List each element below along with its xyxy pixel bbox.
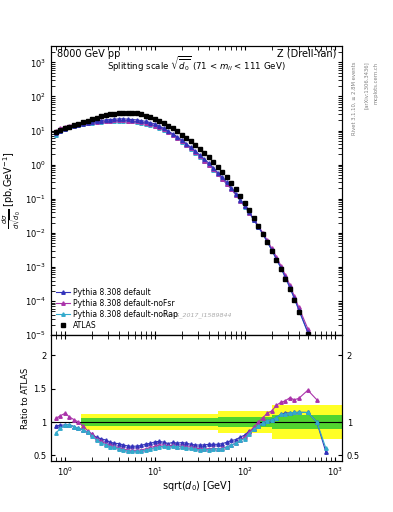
- Legend: Pythia 8.308 default, Pythia 8.308 default-noFsr, Pythia 8.308 default-noRap, AT: Pythia 8.308 default, Pythia 8.308 defau…: [55, 287, 180, 331]
- Pythia 8.308 default: [117, 116, 121, 122]
- ATLAS: [305, 331, 310, 337]
- Pythia 8.308 default-noRap: [121, 118, 126, 124]
- Pythia 8.308 default: [229, 185, 234, 191]
- Line: Pythia 8.308 default-noFsr: Pythia 8.308 default-noFsr: [54, 119, 319, 360]
- Pythia 8.308 default-noFsr: [67, 122, 72, 129]
- Pythia 8.308 default-noFsr: [233, 192, 238, 198]
- ATLAS: [229, 180, 234, 186]
- Pythia 8.308 default: [121, 116, 126, 122]
- Pythia 8.308 default-noFsr: [314, 356, 319, 362]
- Pythia 8.308 default: [305, 329, 310, 335]
- ATLAS: [53, 129, 58, 135]
- Pythia 8.308 default-noRap: [112, 118, 117, 124]
- Pythia 8.308 default: [274, 256, 279, 262]
- Pythia 8.308 default-noFsr: [62, 123, 67, 130]
- ATLAS: [247, 207, 252, 214]
- Text: [arXiv:1306.3436]: [arXiv:1306.3436]: [364, 61, 369, 109]
- Pythia 8.308 default: [53, 130, 58, 136]
- X-axis label: sqrt($d_0$) [GeV]: sqrt($d_0$) [GeV]: [162, 479, 231, 494]
- Pythia 8.308 default-noFsr: [112, 117, 117, 123]
- Text: ATLAS_2017_I1589844: ATLAS_2017_I1589844: [161, 312, 232, 318]
- Pythia 8.308 default-noFsr: [166, 129, 171, 135]
- Pythia 8.308 default: [112, 116, 117, 122]
- Pythia 8.308 default-noFsr: [53, 128, 58, 134]
- Text: 8000 GeV pp: 8000 GeV pp: [57, 49, 120, 59]
- Pythia 8.308 default: [247, 209, 252, 216]
- Line: ATLAS: ATLAS: [54, 111, 328, 407]
- ATLAS: [117, 110, 121, 116]
- Pythia 8.308 default-noFsr: [126, 118, 130, 124]
- Pythia 8.308 default-noRap: [274, 256, 279, 262]
- Text: Splitting scale $\sqrt{\overline{d_0}}$ (71 < $m_{ll}$ < 111 GeV): Splitting scale $\sqrt{\overline{d_0}}$ …: [107, 55, 286, 74]
- ATLAS: [274, 257, 279, 263]
- Pythia 8.308 default-noRap: [229, 186, 234, 193]
- Text: Z (Drell-Yan): Z (Drell-Yan): [277, 49, 336, 59]
- Pythia 8.308 default-noFsr: [229, 186, 234, 193]
- Pythia 8.308 default: [323, 411, 328, 417]
- Line: Pythia 8.308 default: Pythia 8.308 default: [54, 117, 327, 415]
- Text: Rivet 3.1.10, ≥ 2.8M events: Rivet 3.1.10, ≥ 2.8M events: [352, 61, 357, 135]
- Text: mcplots.cern.ch: mcplots.cern.ch: [373, 61, 378, 103]
- Y-axis label: Ratio to ATLAS: Ratio to ATLAS: [21, 367, 30, 429]
- ATLAS: [112, 111, 117, 117]
- ATLAS: [323, 402, 328, 408]
- Pythia 8.308 default-noRap: [323, 409, 328, 415]
- ATLAS: [121, 110, 126, 116]
- Pythia 8.308 default-noRap: [53, 132, 58, 138]
- Line: Pythia 8.308 default-noRap: Pythia 8.308 default-noRap: [54, 119, 327, 414]
- Pythia 8.308 default-noRap: [117, 118, 121, 124]
- Pythia 8.308 default-noRap: [247, 210, 252, 216]
- Pythia 8.308 default-noRap: [305, 329, 310, 335]
- Y-axis label: $\frac{d\sigma}{d\sqrt{d_0}}$ [pb,GeV$^{-1}$]: $\frac{d\sigma}{d\sqrt{d_0}}$ [pb,GeV$^{…: [1, 152, 24, 229]
